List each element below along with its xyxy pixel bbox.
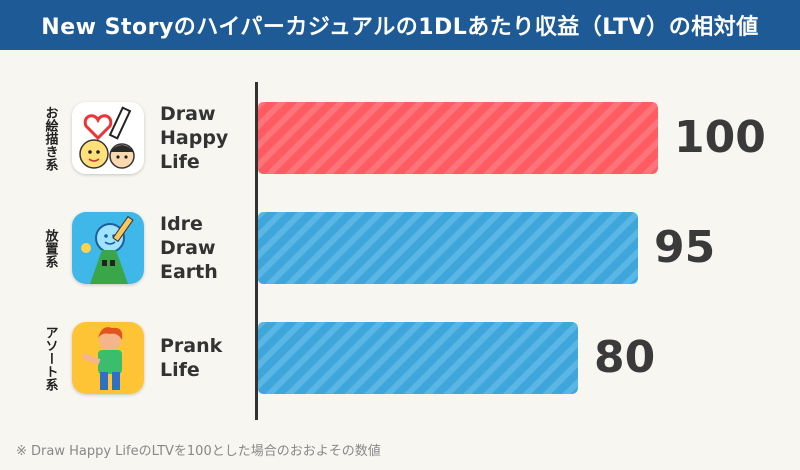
bar <box>258 212 638 284</box>
app-name-line: Happy <box>160 127 229 149</box>
draw-happy-life-icon <box>72 102 144 174</box>
category-label: アソート系 <box>42 325 58 391</box>
value-label: 95 <box>654 222 716 273</box>
app-name-label: Draw Happy Life <box>160 102 255 174</box>
app-name-label: Prank Life <box>160 334 255 382</box>
category-label: 放置系 <box>42 228 58 268</box>
app-name-line: Life <box>160 151 200 173</box>
bar <box>258 102 658 174</box>
bar-fill <box>258 322 578 394</box>
app-name-label: Idre Draw Earth <box>160 212 255 284</box>
app-name-line: Prank <box>160 335 223 357</box>
app-name-line: Life <box>160 359 200 381</box>
app-name-line: Draw <box>160 103 216 125</box>
app-name-line: Earth <box>160 261 218 283</box>
footnote: ※ Draw Happy LifeのLTVを100とした場合のおおよその数値 <box>16 444 381 459</box>
app-name-line: Draw <box>160 237 216 259</box>
idre-draw-earth-icon <box>72 212 144 284</box>
bar-fill <box>258 102 658 174</box>
category-label: お絵描き系 <box>42 105 58 171</box>
bar-fill <box>258 212 638 284</box>
chart-title: New Storyのハイパーカジュアルの1DLあたり収益（LTV）の相対値 <box>0 0 800 50</box>
prank-life-icon <box>72 322 144 394</box>
app-name-line: Idre <box>160 213 203 235</box>
value-label: 80 <box>594 332 656 383</box>
bar <box>258 322 578 394</box>
value-label: 100 <box>674 112 766 163</box>
axis-line <box>255 82 258 420</box>
